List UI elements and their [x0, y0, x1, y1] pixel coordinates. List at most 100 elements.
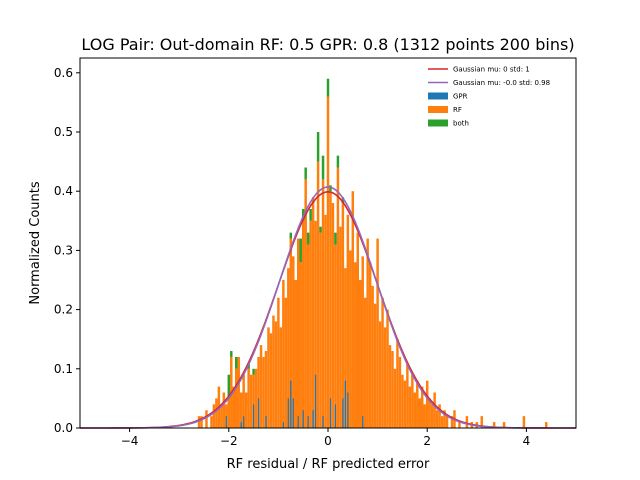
rf-bar	[378, 321, 382, 428]
both-bar	[334, 232, 337, 245]
rf-bar	[242, 374, 245, 428]
x-tick-label: 4	[523, 434, 531, 448]
rf-bar	[239, 392, 243, 428]
y-tick-label: 0.3	[54, 243, 73, 257]
rf-bar	[386, 309, 389, 428]
rf-bar	[289, 238, 293, 428]
gpr-bar	[297, 416, 299, 428]
both-bar	[252, 368, 255, 375]
rf-bar	[324, 214, 327, 428]
gpr-bar	[265, 416, 267, 428]
rf-bar	[502, 422, 506, 428]
gpr-bar	[307, 416, 309, 428]
legend-patch-swatch	[428, 106, 448, 113]
y-tick-label: 0.5	[54, 125, 73, 139]
gpr-bar	[342, 398, 344, 428]
rf-bar	[373, 303, 377, 428]
rf-bar	[383, 327, 387, 428]
curves-layer	[80, 186, 576, 429]
both-bar	[306, 232, 310, 245]
both-bar	[321, 155, 325, 180]
both-bar	[289, 232, 293, 239]
rf-bar	[368, 262, 372, 428]
rf-bar	[406, 362, 409, 428]
rf-bar	[299, 262, 302, 428]
gpr-bar	[334, 404, 337, 428]
gpr-bar	[292, 398, 294, 428]
x-tick-label: 0	[324, 434, 332, 448]
rf-bar	[257, 356, 260, 428]
rf-bar	[336, 167, 340, 428]
rf-bar	[430, 404, 434, 428]
rf-bar	[292, 256, 295, 428]
rf-bar	[321, 179, 325, 428]
gpr-bar	[302, 410, 304, 428]
rf-bar	[354, 262, 357, 428]
rf-bar	[398, 356, 402, 428]
rf-bar	[282, 280, 285, 428]
both-bar	[316, 132, 320, 162]
rf-bar	[272, 315, 275, 428]
rf-bar	[418, 398, 421, 428]
y-axis-label: Normalized Counts	[28, 181, 43, 304]
rf-bar	[396, 339, 399, 428]
rf-bar	[545, 422, 548, 428]
rf-bar	[411, 374, 414, 428]
rf-bar	[450, 416, 454, 428]
both-bar	[299, 238, 302, 263]
gpr-bar	[312, 410, 314, 428]
rf-bar	[220, 404, 223, 428]
rf-bar	[326, 96, 330, 428]
rf-bar	[287, 268, 290, 428]
legend-label: both	[453, 120, 469, 128]
rf-bar	[391, 351, 394, 428]
rf-bar	[249, 374, 253, 428]
legend-patch-swatch	[428, 119, 448, 127]
rf-bar	[252, 374, 255, 428]
rf-bar	[416, 380, 419, 428]
rf-bar	[356, 232, 359, 428]
rf-bar	[294, 280, 297, 428]
rf-bar	[210, 416, 213, 428]
rf-bar	[438, 404, 441, 428]
rf-bar	[366, 238, 369, 428]
legend: Gaussian mu: 0 std: 1 Gaussian mu: -0.0 s…	[428, 66, 550, 128]
gpr-bar	[252, 404, 255, 428]
rf-bar	[297, 238, 300, 428]
rf-bar	[237, 356, 240, 428]
rf-bar	[443, 410, 446, 428]
rf-bar	[247, 368, 250, 428]
x-axis-ticks: −4 −2 0 2 4	[121, 428, 530, 448]
y-axis-ticks: 0.0 0.1 0.2 0.3 0.4 0.5 0.6	[54, 66, 80, 435]
gpr-bar	[314, 374, 317, 428]
rf-bar	[388, 345, 392, 428]
gpr-bar	[257, 398, 260, 428]
rf-bar	[254, 368, 258, 428]
rf-bar	[284, 297, 288, 428]
rf-bar	[361, 256, 364, 428]
both-bar	[329, 185, 332, 192]
rf-bar	[351, 191, 355, 428]
x-tick-label: −2	[220, 434, 238, 448]
rf-bar	[200, 416, 203, 428]
rf-bar	[215, 398, 218, 428]
rf-bar	[304, 179, 307, 428]
rf-bar	[259, 345, 263, 428]
rf-bar	[341, 203, 345, 428]
y-tick-label: 0.4	[54, 184, 73, 198]
x-tick-label: −4	[121, 434, 139, 448]
rf-bar	[344, 268, 347, 428]
both-bar	[319, 226, 322, 233]
gpr-bar	[240, 422, 242, 428]
chart-title: LOG Pair: Out-domain RF: 0.5 GPR: 0.8 (1…	[81, 35, 574, 54]
gaussian-curve-2	[80, 186, 576, 429]
rf-bar	[425, 380, 429, 428]
rf-bar	[349, 250, 352, 428]
both-bar	[336, 155, 340, 168]
both-bar	[227, 374, 231, 399]
rf-bar	[267, 327, 270, 428]
gpr-bar	[287, 398, 289, 428]
rf-bar	[359, 280, 362, 428]
